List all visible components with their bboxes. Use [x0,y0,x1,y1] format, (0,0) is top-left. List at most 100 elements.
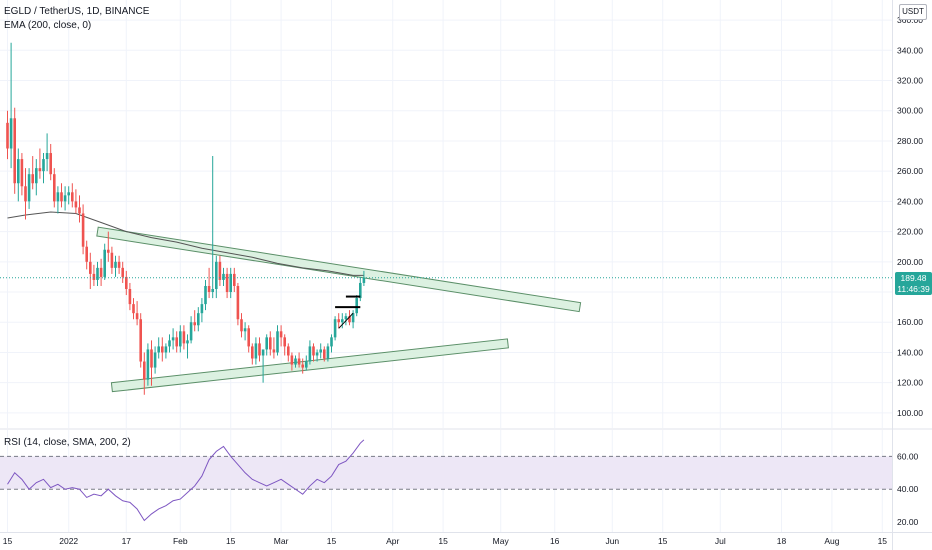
upper-channel [96,226,582,313]
candle [265,334,268,356]
candle-body [63,195,67,202]
candle-body [182,331,186,344]
price-tick-label: 160.00 [897,317,923,327]
candle-body [294,358,297,365]
candle [301,358,304,374]
bar-countdown: 11:46:39 [897,283,930,294]
candle-body [225,273,229,293]
candle-body [9,118,13,149]
candle-body [49,153,52,175]
candle [348,310,351,326]
candle [125,270,128,296]
candle-body [35,168,38,184]
time-tick-label: 15 [658,536,668,546]
ema-legend[interactable]: EMA (200, close, 0) [4,20,92,31]
candle-body [276,331,279,353]
candle-body [157,346,160,353]
candle-body [197,313,200,326]
candle [35,159,38,196]
candle-body [279,331,283,338]
candle-body [301,364,304,368]
candle [207,267,211,299]
rsi-line [7,439,365,522]
candle [182,325,186,350]
rsi-legend[interactable]: RSI (14, close, SMA, 200, 2) [4,437,131,448]
price-tick-label: 220.00 [897,227,923,237]
candle-body [290,355,294,365]
candle [251,343,254,365]
candle [168,334,171,353]
candle-body [6,122,9,149]
candle [297,352,301,368]
candle-body [175,337,178,347]
candle-body [341,319,344,323]
candle [81,204,85,255]
candle-body [297,358,301,365]
candle [305,355,308,371]
candle [153,346,157,374]
candle-body [261,349,265,356]
candle-body [42,159,45,172]
candle-body [103,249,106,277]
candle [17,148,20,202]
candle-body [243,328,247,332]
candle [200,298,204,323]
price-tick-label: 320.00 [897,76,923,86]
candle [258,337,261,362]
candle-body [312,346,315,356]
candle-body [355,298,358,314]
candle-body [20,159,24,187]
candle [146,343,150,386]
lower-channel [110,338,509,393]
candle-body [251,346,254,359]
candle [85,240,88,270]
currency-badge[interactable]: USDT [899,4,927,20]
candle-body [229,273,232,293]
time-tick-label: May [493,536,510,546]
candle [121,261,124,283]
last-price-tag: 189.48 11:46:39 [895,272,932,295]
candle-body [45,153,49,160]
level-markers[interactable] [0,277,892,329]
candle-body [96,267,99,280]
candle [49,143,52,181]
price-tick-label: 280.00 [897,136,923,146]
candle [53,168,56,208]
candle [110,246,114,274]
candle-body [139,319,142,362]
candle-body [326,346,330,359]
candle [204,279,207,311]
candle [171,328,175,350]
time-tick-label: 17 [122,536,132,546]
candle [6,110,9,160]
candle [225,267,229,299]
ema-200-line [7,211,364,276]
rsi-pane[interactable] [0,439,892,522]
candlestick-series[interactable] [6,42,366,395]
candle [287,343,290,362]
candle-body [287,346,290,356]
candle [107,231,110,262]
candle-body [85,246,88,262]
candle [215,255,218,299]
rsi-band [0,456,892,490]
time-tick-label: 15 [878,536,888,546]
candle [272,337,276,359]
candle-body [189,322,193,341]
candle [323,346,326,362]
candle-body [71,192,74,202]
triangle-channels[interactable] [96,226,582,393]
candle-body [38,168,42,172]
candle [45,133,49,172]
candle-body [362,277,366,283]
candle [218,255,222,286]
candle-body [53,174,56,202]
candle [341,313,344,329]
candle [279,325,283,347]
candle [103,243,106,280]
candle [67,186,70,205]
time-axis[interactable]: 15 2022 17 Feb 15 Mar 15 Apr 15 May 16 Jun 15 Jul 18 Au… [3,536,888,546]
symbol-legend[interactable]: EGLD / TetherUS, 1D, BINANCE [4,6,150,17]
